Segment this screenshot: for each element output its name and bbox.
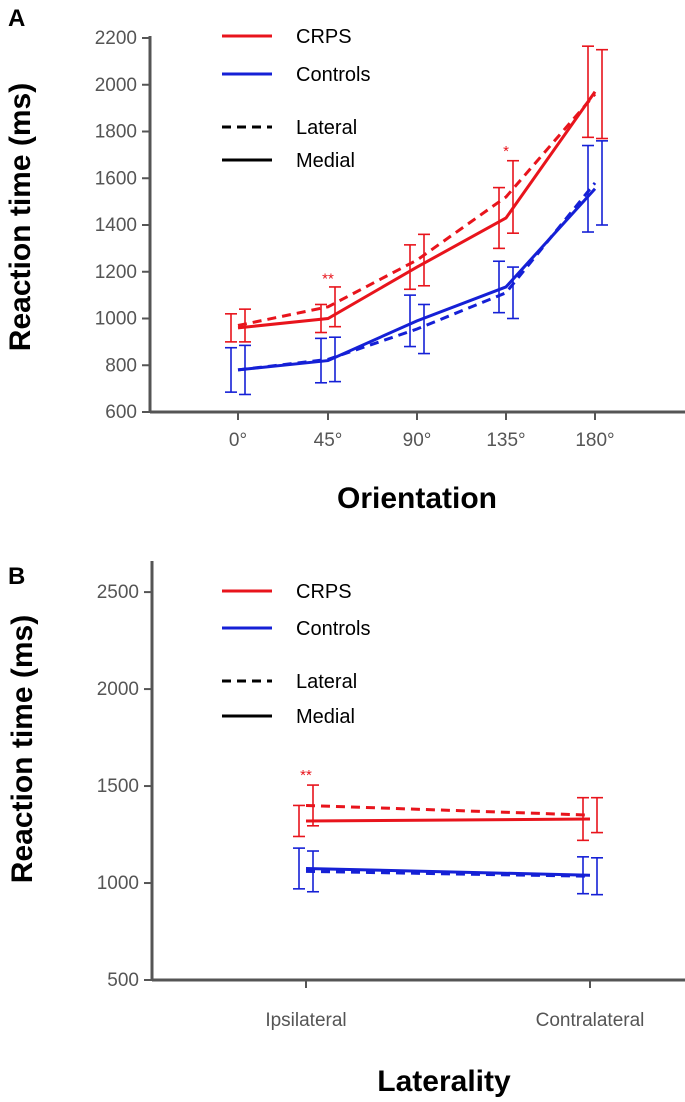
panel-b-legend-label: Medial (296, 706, 355, 728)
panel-a-chart: A 600 800 1000 1200 1400 1600 1800 2000 2200 0° 45°… (4, 5, 685, 515)
panel-b-series-controls-medial-line (305, 866, 591, 877)
panel-b-series-crps-medial-line (305, 817, 591, 823)
panel-b-x-axis-title: Laterality (377, 1065, 511, 1098)
panel-a-significance-marker: ** (322, 270, 334, 287)
panel-a-x-tick-label: 90° (403, 430, 432, 451)
panel-a-legend-label: Medial (296, 150, 355, 172)
panel-a-legend-label: CRPS (296, 26, 352, 48)
panel-b-significance-marker: ** (300, 767, 312, 784)
panel-b-series-crps-medial (293, 796, 591, 842)
panel-b-series-controls-lateral (305, 850, 603, 896)
panel-a-y-tick-label: 1200 (95, 262, 137, 283)
panel-b-y-tick-label: 1500 (97, 776, 139, 797)
panel-a-series-controls-lateral-line (237, 181, 597, 372)
panel-a-y-tick-label: 2000 (95, 75, 137, 96)
panel-a-series-crps-medial (225, 45, 597, 343)
panel-b-y-tick-label: 1000 (97, 873, 139, 894)
panel-b-y-tick-label: 500 (107, 970, 139, 991)
panel-a-series-crps-medial-line (237, 90, 597, 330)
panel-a-x-tick-label: 0° (229, 430, 247, 451)
panel-a-y-tick-label: 1400 (95, 215, 137, 236)
panel-a-x-tick-label: 45° (314, 430, 343, 451)
panel-b-chart: B 500 1000 1500 2000 2500 Ipsilateral Contralat… (6, 561, 685, 1098)
panel-a-legend-label: Lateral (296, 117, 357, 139)
panel-b-legend-label: Lateral (296, 671, 357, 693)
panel-a-series-controls-medial (225, 144, 597, 393)
panel-a-label: A (8, 5, 25, 32)
panel-a-x-axis-title: Orientation (337, 482, 497, 515)
panel-a-x-tick-label: 135° (486, 430, 525, 451)
panel-a-legend-label: Controls (296, 64, 370, 86)
panel-b-series-crps-lateral-line (305, 803, 591, 817)
panel-a-series-controls-lateral (237, 140, 608, 396)
panel-b-series-controls-medial (293, 847, 591, 895)
panel-a-y-tick-label: 1000 (95, 309, 137, 330)
panel-a-x-tick-label: 180° (575, 430, 614, 451)
panel-b-y-tick-label: 2000 (97, 679, 139, 700)
panel-a-y-tick-label: 600 (105, 402, 137, 423)
panel-a-series-crps-lateral-line (237, 93, 597, 327)
panel-a-y-tick-label: 800 (105, 355, 137, 376)
panel-b-legend: CRPS Controls Lateral Medial (222, 581, 370, 728)
panel-a-significance-marker: * (503, 143, 509, 160)
panel-b-x-tick-label: Contralateral (536, 1010, 645, 1031)
panel-a-y-axis-title: Reaction time (ms) (4, 83, 37, 351)
panel-b-x-tick-label: Ipsilateral (265, 1010, 346, 1031)
panel-a-series-crps-lateral (237, 48, 608, 343)
panel-b-y-tick-label: 2500 (97, 582, 139, 603)
panel-a-y-tick-label: 1800 (95, 122, 137, 143)
panel-b-legend-label: CRPS (296, 581, 352, 603)
panel-b-legend-label: Controls (296, 618, 370, 640)
panel-a-y-tick-label: 1600 (95, 168, 137, 189)
panel-b-series-crps-lateral (305, 784, 603, 834)
panel-b-label: B (8, 563, 25, 590)
panel-a-series-controls-medial-line (237, 187, 597, 372)
panel-b-y-axis-title: Reaction time (ms) (6, 615, 39, 883)
panel-a-y-tick-label: 2200 (95, 28, 137, 49)
panel-b-series-controls-lateral-line (305, 869, 591, 878)
panel-a-legend: CRPS Controls Lateral Medial (222, 26, 370, 172)
